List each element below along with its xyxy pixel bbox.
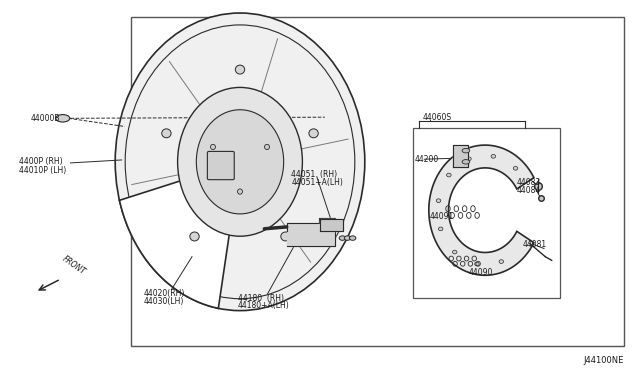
FancyBboxPatch shape <box>207 151 234 180</box>
Ellipse shape <box>115 13 365 311</box>
Polygon shape <box>180 162 240 235</box>
Ellipse shape <box>467 157 471 161</box>
Ellipse shape <box>264 144 269 150</box>
Ellipse shape <box>499 260 504 263</box>
Ellipse shape <box>462 160 470 164</box>
Text: 44060S: 44060S <box>422 113 452 122</box>
Ellipse shape <box>236 65 244 74</box>
Ellipse shape <box>237 189 243 194</box>
Polygon shape <box>429 145 534 275</box>
Text: FRONT: FRONT <box>61 254 87 276</box>
Ellipse shape <box>491 154 495 158</box>
Text: 44200: 44200 <box>415 155 439 164</box>
Text: 44180  (RH): 44180 (RH) <box>238 294 284 303</box>
Polygon shape <box>453 145 468 167</box>
Ellipse shape <box>178 87 302 236</box>
Text: 44083: 44083 <box>517 178 541 187</box>
Ellipse shape <box>56 115 70 122</box>
Ellipse shape <box>349 236 356 240</box>
Text: 44051  (RH): 44051 (RH) <box>291 170 337 179</box>
Text: 44084: 44084 <box>517 186 541 195</box>
Ellipse shape <box>309 129 318 138</box>
Bar <box>413 128 560 298</box>
Ellipse shape <box>339 236 346 240</box>
Ellipse shape <box>162 129 171 138</box>
Ellipse shape <box>475 262 479 266</box>
Text: 44010P (LH): 44010P (LH) <box>19 166 67 174</box>
Text: 44091: 44091 <box>430 212 454 221</box>
Text: 44180+A(LH): 44180+A(LH) <box>238 301 290 310</box>
Ellipse shape <box>513 166 518 170</box>
Text: 44081: 44081 <box>522 240 547 249</box>
Text: 44030(LH): 44030(LH) <box>144 297 184 306</box>
Text: 4400P (RH): 4400P (RH) <box>19 157 63 166</box>
Text: 44090: 44090 <box>469 268 493 277</box>
Text: 44020(RH): 44020(RH) <box>144 289 186 298</box>
Ellipse shape <box>281 232 290 241</box>
Ellipse shape <box>438 227 443 231</box>
Ellipse shape <box>196 110 284 214</box>
Ellipse shape <box>344 236 351 240</box>
Ellipse shape <box>436 199 441 202</box>
Polygon shape <box>287 218 335 246</box>
Text: 44051+A(LH): 44051+A(LH) <box>291 178 343 187</box>
Ellipse shape <box>452 250 457 254</box>
Ellipse shape <box>462 148 470 153</box>
Polygon shape <box>320 219 343 231</box>
Text: J44100NE: J44100NE <box>584 356 624 365</box>
Bar <box>131 17 624 346</box>
Ellipse shape <box>190 232 199 241</box>
Polygon shape <box>120 162 240 308</box>
Ellipse shape <box>211 144 216 150</box>
Text: 44000B: 44000B <box>31 114 60 123</box>
Ellipse shape <box>447 173 451 177</box>
